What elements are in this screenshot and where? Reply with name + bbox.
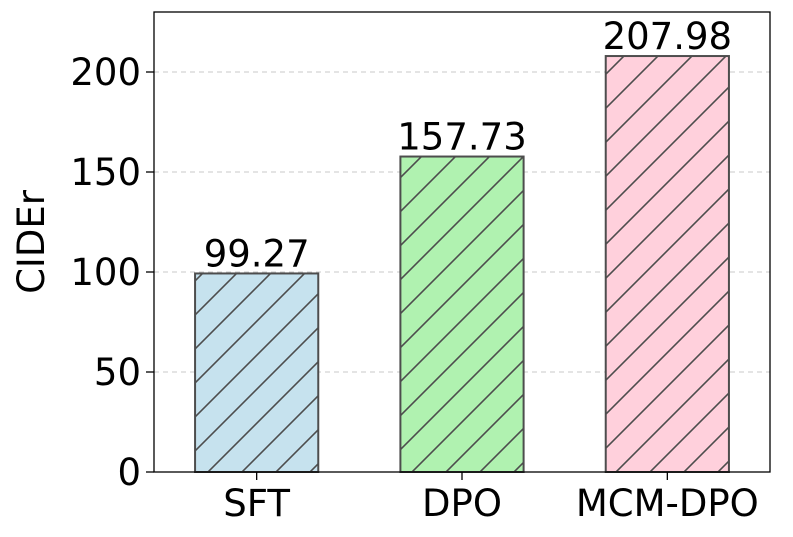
bar-hatch [604,55,730,473]
y-tick-label: 50 [94,351,141,394]
x-tick-label: MCM-DPO [576,482,759,525]
y-axis-ticks: 0 50 100 150 200 [70,51,154,494]
x-axis-ticks: SFT DPO MCM-DPO [223,472,759,525]
bar-hatch [194,272,320,473]
bar-value-label: 99.27 [204,232,310,275]
bar-hatch [399,155,525,473]
bar-value-label: 157.73 [397,116,526,159]
y-tick-label: 0 [117,451,141,494]
bar-value-label: 207.98 [603,15,732,58]
x-tick-label: DPO [422,482,502,525]
x-tick-label: SFT [223,482,290,525]
y-axis-title: CIDEr [10,189,53,294]
y-tick-label: 200 [70,51,141,94]
bars: 99.27 157.73 207.98 [194,15,732,473]
y-tick-label: 100 [70,251,141,294]
y-tick-label: 150 [70,151,141,194]
